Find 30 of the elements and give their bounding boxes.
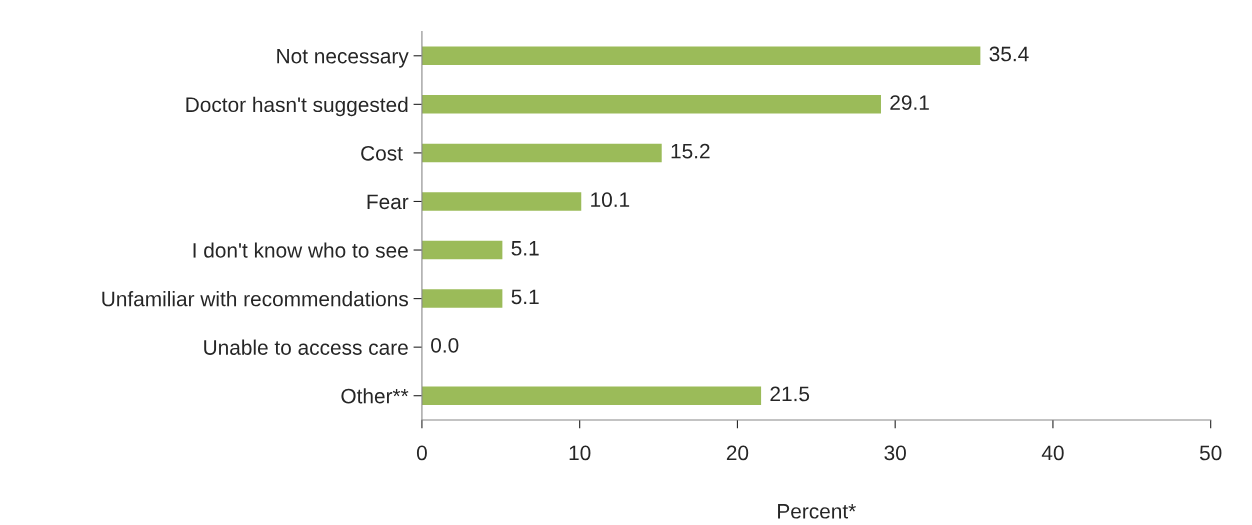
y-tick-label: Unable to access care — [204, 339, 408, 355]
x-tick-label: 20 — [726, 445, 749, 461]
bar — [421, 95, 881, 114]
bar — [421, 46, 981, 66]
x-axis-title: Percent* — [778, 504, 856, 519]
y-tick-label: Cost — [361, 145, 403, 161]
x-tick-label: 40 — [1041, 445, 1064, 461]
data-label: 5.1 — [511, 241, 539, 256]
y-tick-label: Not necessary — [277, 49, 409, 68]
y-tick-label: Doctor hasn't suggested — [186, 96, 408, 117]
bar — [421, 386, 762, 405]
data-label: 10.1 — [591, 192, 630, 208]
bar — [421, 240, 503, 260]
data-label: 5.1 — [511, 289, 539, 305]
data-label: 0.0 — [431, 338, 459, 353]
x-tick-label: 0 — [416, 445, 427, 461]
data-label: 29.1 — [890, 95, 929, 110]
data-label: 15.2 — [671, 143, 710, 159]
y-tick-label: I don't know who to see — [193, 242, 408, 258]
data-label: 21.5 — [770, 386, 810, 402]
bar — [421, 289, 503, 308]
x-tick-label: 10 — [569, 445, 591, 461]
y-tick-label: Unfamiliar with recommendations — [102, 291, 408, 307]
bar — [421, 192, 582, 211]
bar — [421, 143, 662, 163]
data-label: 35.4 — [989, 46, 1029, 62]
x-tick-label: 30 — [884, 445, 906, 461]
y-tick-label: Other** — [341, 388, 409, 404]
y-tick-label: Fear — [367, 194, 409, 210]
x-tick-label: 50 — [1199, 445, 1222, 461]
